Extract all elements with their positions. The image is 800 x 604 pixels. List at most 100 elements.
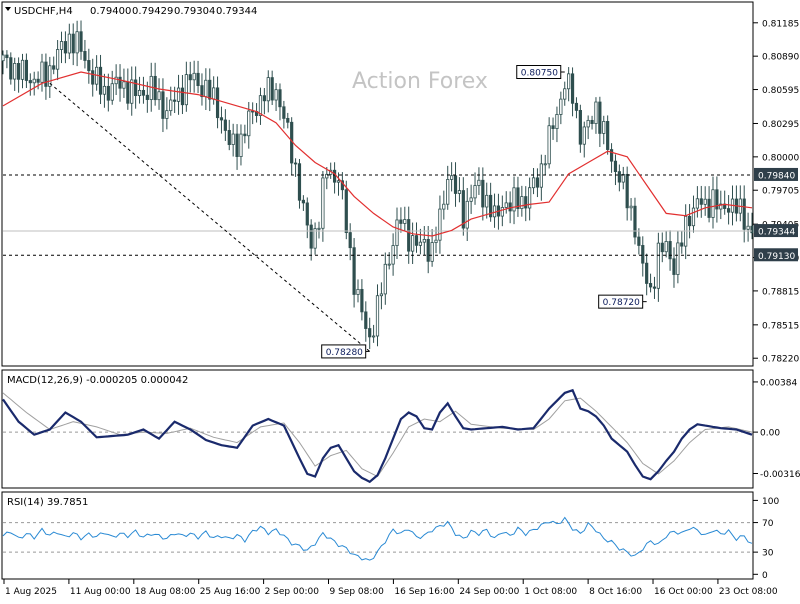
main-y-tick-label: 0.78815 [762,287,799,297]
candle-body [196,72,200,87]
candle-body [633,205,637,238]
hline-label-box [754,248,798,262]
candle-body [200,85,204,98]
candle-body [332,169,337,183]
rsi-y-tick-label: 70 [762,519,774,529]
candle-body [309,224,313,249]
main-y-tick-label: 0.81185 [762,19,799,29]
candle-body [188,74,192,81]
candle-body [399,219,403,224]
candle-body [500,207,504,217]
candle-body [719,203,723,210]
candle-body [208,79,212,100]
x-tick-label: 11 Aug 00:00 [70,587,131,597]
candle-body [582,126,586,145]
candle-body [411,235,415,252]
rsi-y-tick-label: 100 [762,497,779,507]
candle-body [215,87,220,119]
candle-body [235,133,239,157]
candle-body [223,119,227,131]
candle-body [9,57,13,80]
candle-body [680,242,684,247]
macd-title: MACD(12,26,9) -0.000205 0.000042 [7,375,188,386]
candle-body [48,65,52,87]
candle-body [446,179,450,205]
candle-body [668,241,672,260]
candle-body [551,125,555,129]
candle-body [641,245,645,264]
candle-body [375,295,380,337]
candle-body [282,106,286,119]
candle-body [578,110,582,145]
x-tick-label: 16 Oct 00:00 [654,587,713,597]
ohlc-open: 0.79400 [90,6,131,17]
annotation-label: 0.78280 [326,348,363,358]
candle-body [598,101,602,134]
candle-body [301,199,305,204]
rsi-pane-frame [1,491,754,580]
candle-body [98,66,103,95]
symbol-dropdown-icon[interactable] [5,7,11,11]
annotation-box [598,294,644,309]
candle-body [56,49,60,70]
candle-body [352,247,356,295]
candle-body [516,187,520,209]
candle-body [485,194,489,208]
candle-body [52,65,56,70]
candle-body [715,189,719,210]
candle-body [59,41,64,50]
candle-body [535,177,540,188]
candle-body [126,81,130,104]
candle-body [407,219,411,252]
x-tick-label: 16 Sep 16:00 [394,587,454,597]
candle-body [637,236,641,246]
candle-body [574,102,579,111]
candle-body [473,185,477,199]
macd-y-tick-label: 0.00 [760,429,780,439]
candle-body [586,119,590,128]
candle-body [750,225,754,234]
candle-body [227,130,231,145]
candle-body [438,208,442,241]
candle-body [450,175,454,180]
hline-label: 0.79344 [758,228,795,238]
candle-body [180,87,185,106]
candle-body [520,196,524,209]
candle-body [24,59,29,81]
x-tick-label: 23 Oct 08:00 [719,587,778,597]
candle-body [321,177,325,229]
main-y-tick-label: 0.78220 [762,355,799,365]
hline-label: 0.79840 [758,171,795,181]
candle-body [617,171,621,183]
candle-body [695,198,699,209]
candle-body [469,197,473,202]
candle-body [539,163,543,188]
candle-body [465,200,469,229]
candle-body [746,225,750,230]
annotation-label: 0.80750 [521,69,558,79]
hline-label-box [754,167,798,181]
main-pane-frame [1,1,754,367]
candle-body [204,79,208,98]
hline-label: 0.79130 [758,252,795,262]
candle-body [278,89,282,108]
candle-body [512,187,516,212]
candle-body [371,335,376,338]
candle-body [258,95,263,116]
candle-body [336,180,341,183]
main-y-tick-label: 0.80890 [762,53,799,63]
candle-body [297,163,302,201]
x-tick-label: 24 Sep 00:00 [459,587,519,597]
candle-body [13,63,17,80]
x-tick-label: 8 Oct 16:00 [589,587,642,597]
candle-body [36,78,40,83]
candle-body [130,79,134,104]
candle-body [141,89,146,96]
candle-body [75,31,79,54]
x-tick-label: 2 Sep 00:00 [265,587,320,597]
candle-body [434,239,438,243]
candle-body [430,242,434,262]
candle-body [645,262,649,284]
candle-body [122,81,126,89]
